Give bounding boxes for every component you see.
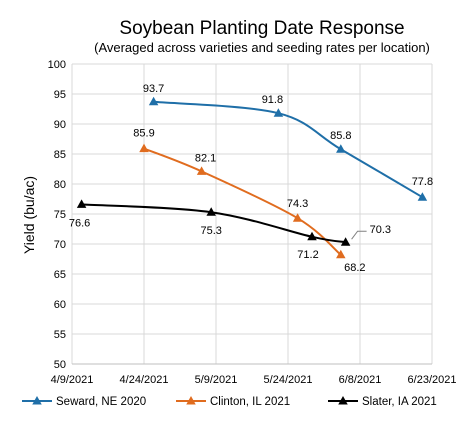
chart-subtitle: (Averaged across varieties and seeding r…	[94, 40, 430, 55]
axes: 50 55 60 65 70 75 80 85 90 95 100 4/9/2021 4/24/2021…	[48, 59, 457, 386]
y-axis-label: Yield (bu/ac)	[21, 176, 37, 254]
data-label: 74.3	[287, 198, 308, 210]
data-label: 76.6	[69, 217, 90, 229]
series-line	[143, 147, 342, 256]
series-2	[76, 199, 351, 246]
y-tick-label: 85	[54, 149, 66, 161]
legend-marker	[32, 396, 42, 405]
y-tick-label: 70	[54, 239, 66, 251]
data-label: 68.2	[344, 262, 365, 274]
legend-marker	[338, 396, 348, 405]
data-label: 91.8	[262, 94, 283, 106]
y-tick-label: 80	[54, 179, 66, 191]
data-label: 77.8	[412, 176, 433, 188]
x-tick-label: 4/9/2021	[51, 374, 94, 386]
data-point-marker	[196, 166, 207, 175]
chart-title: Soybean Planting Date Response	[119, 18, 404, 39]
label-leader-line	[351, 230, 367, 240]
y-tick-label: 75	[54, 209, 66, 221]
x-tick-label: 4/24/2021	[120, 374, 169, 386]
x-tick-label: 5/9/2021	[195, 374, 238, 386]
y-tick-label: 60	[54, 299, 66, 311]
gridlines	[71, 63, 433, 365]
legend-label: Seward, NE 2020	[56, 396, 146, 408]
data-point-marker	[273, 108, 284, 117]
data-label: 85.9	[133, 128, 154, 140]
legend-marker	[186, 396, 196, 405]
data-point-marker	[340, 237, 351, 246]
data-point-marker	[336, 144, 346, 153]
legend-item: Slater, IA 2021	[328, 396, 437, 408]
data-label: 71.2	[297, 249, 318, 261]
series-1	[139, 143, 346, 259]
x-tick-label: 5/24/2021	[264, 374, 313, 386]
y-tick-label: 100	[48, 59, 66, 71]
series-lines	[76, 96, 428, 259]
data-point-marker	[76, 199, 87, 208]
legend-item: Clinton, IL 2021	[176, 396, 290, 408]
x-tick-label: 6/8/2021	[339, 374, 382, 386]
data-labels: 93.7 91.8 85.8 77.8 85.9 82.1 74.3 68.2 76.6 75.3…	[69, 83, 433, 274]
legend: Seward, NE 2020 Clinton, IL 2021 Slater, I…	[22, 396, 437, 408]
series-line	[153, 100, 423, 199]
data-point-marker	[206, 207, 216, 216]
data-label: 85.8	[330, 130, 351, 142]
y-tick-label: 90	[54, 119, 66, 131]
x-tick-label: 6/23/2021	[408, 374, 457, 386]
y-tick-label: 50	[54, 359, 66, 371]
legend-label: Clinton, IL 2021	[210, 396, 290, 408]
data-point-marker	[307, 231, 317, 241]
y-tick-label: 95	[54, 89, 66, 101]
y-tick-label: 65	[54, 269, 66, 281]
y-tick-label: 55	[54, 329, 66, 341]
data-label: 70.3	[370, 224, 391, 236]
data-label: 75.3	[200, 225, 221, 237]
data-point-marker	[417, 192, 428, 201]
data-point-marker	[292, 213, 303, 222]
data-point-marker	[139, 143, 149, 153]
legend-item: Seward, NE 2020	[22, 396, 146, 408]
series-line	[81, 203, 346, 244]
series-0	[148, 96, 428, 201]
data-point-marker	[148, 96, 159, 106]
data-label: 93.7	[143, 83, 164, 95]
data-label: 82.1	[195, 152, 216, 164]
data-point-marker	[336, 249, 346, 259]
legend-label: Slater, IA 2021	[362, 396, 437, 408]
